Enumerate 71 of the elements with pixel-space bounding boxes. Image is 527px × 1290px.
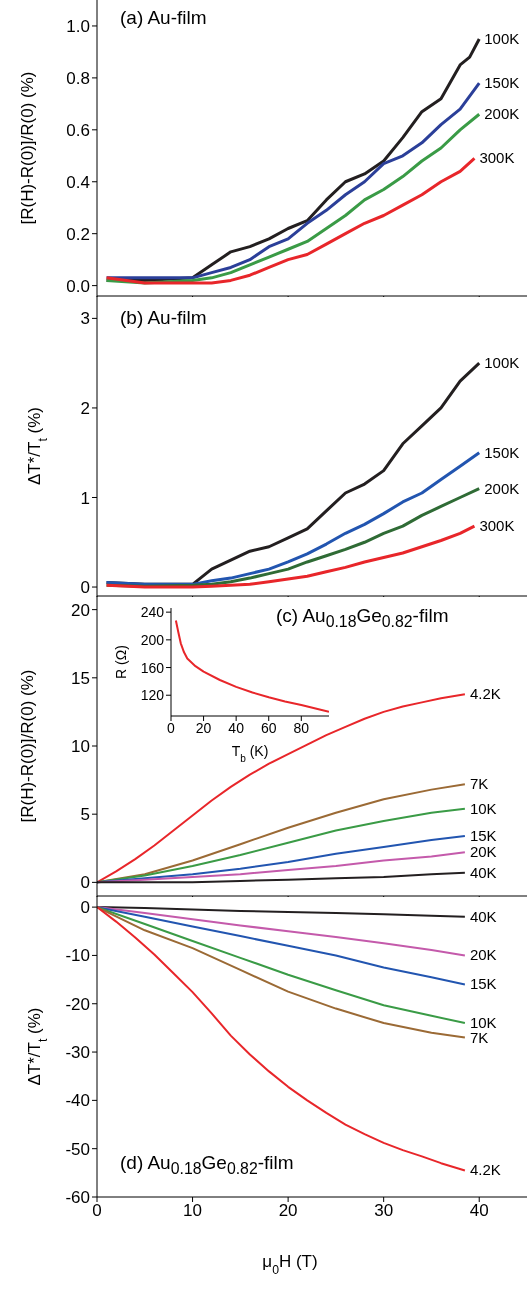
line-series <box>97 906 466 986</box>
line-series <box>97 906 466 957</box>
line-series <box>105 81 481 280</box>
y-tick-label: 3 <box>80 309 90 329</box>
y-tick-label: 120 <box>140 687 165 704</box>
y-tick-label: -60 <box>65 1188 90 1208</box>
series-label: 40K <box>469 863 497 881</box>
x-tick-label: 60 <box>260 719 277 736</box>
series-label: 150K <box>484 74 520 92</box>
series-label: 300K <box>479 149 515 167</box>
y-tick-label: 0.8 <box>66 68 90 88</box>
series-label: 4.2K <box>469 685 501 703</box>
x-axis-title: μ$_{0}$H (T) <box>262 1252 318 1277</box>
y-axis-title: [R(H)-R(0)]/R(0) (%) <box>18 71 37 225</box>
y-tick-label: 240 <box>140 604 165 621</box>
x-tick-label: 40 <box>469 1201 489 1221</box>
y-tick-label: 0 <box>80 578 90 598</box>
series-label: 40K <box>469 907 497 925</box>
y-axis-title: [R(H)-R(0)]/R(0) (%) <box>18 669 37 823</box>
y-tick-label: 0.2 <box>66 224 90 244</box>
series-label: 300K <box>479 517 515 535</box>
series-label: 15K <box>469 827 497 844</box>
y-tick-label: 1.0 <box>66 17 90 36</box>
y-tick-label: -10 <box>65 946 90 966</box>
y-tick-label: 10 <box>71 737 90 757</box>
y-tick-label: 160 <box>140 659 165 676</box>
y-tick-label: -30 <box>65 1043 90 1063</box>
x-axis-title: T$_{b}$ (K) <box>231 743 269 764</box>
series-label: 20K <box>469 946 497 964</box>
y-tick-label: 0.4 <box>66 172 90 192</box>
y-tick-label: 1 <box>80 488 90 508</box>
y-tick-label: -50 <box>65 1139 90 1159</box>
text: (d) Au$_{0.18}$Ge$_{0.82}$-film <box>120 1151 294 1179</box>
series-label: 200K <box>484 479 520 497</box>
y-tick-label: -40 <box>65 1091 90 1111</box>
x-tick-label: 10 <box>183 1201 203 1221</box>
y-tick-label: 20 <box>71 600 90 620</box>
y-tick-label: 2 <box>80 398 90 418</box>
x-tick-label: 80 <box>293 719 310 736</box>
y-tick-label: 0.6 <box>66 120 90 140</box>
x-tick-label: 40 <box>228 719 245 736</box>
series-label: 200K <box>484 105 520 123</box>
series-label: 100K <box>484 354 520 372</box>
series-label: 7K <box>469 775 489 793</box>
line-series <box>105 112 481 285</box>
series-label: 20K <box>469 843 497 861</box>
series-label: 100K <box>484 29 520 47</box>
y-tick-label: 0 <box>80 898 90 918</box>
line-series <box>105 156 476 285</box>
series-label: 150K <box>484 443 520 461</box>
chart-title: (a) Au-film <box>120 6 207 30</box>
x-tick-label: 20 <box>278 1201 298 1221</box>
x-tick-label: 0 <box>167 719 176 736</box>
series-label: 15K <box>469 975 497 993</box>
text: (b) Au-film <box>120 306 207 330</box>
line-series <box>105 524 476 589</box>
line-series <box>97 906 466 918</box>
y-tick-label: 5 <box>80 805 90 825</box>
x-tick-label: 20 <box>195 719 212 736</box>
y-tick-label: 200 <box>140 631 165 648</box>
text: (c) Au$_{0.18}$Ge$_{0.82}$-film <box>276 604 449 632</box>
line-series <box>97 871 466 884</box>
y-tick-label: 0 <box>80 873 90 893</box>
series-label: 10K <box>469 799 497 817</box>
y-axis-title: R (Ω) <box>113 645 129 679</box>
line-series <box>97 906 466 1172</box>
series-label: 4.2K <box>469 1161 501 1179</box>
y-tick-label: 15 <box>71 668 90 688</box>
y-tick-label: -20 <box>65 994 90 1014</box>
x-tick-label: 30 <box>374 1201 394 1221</box>
y-tick-label: 0.0 <box>66 276 90 296</box>
